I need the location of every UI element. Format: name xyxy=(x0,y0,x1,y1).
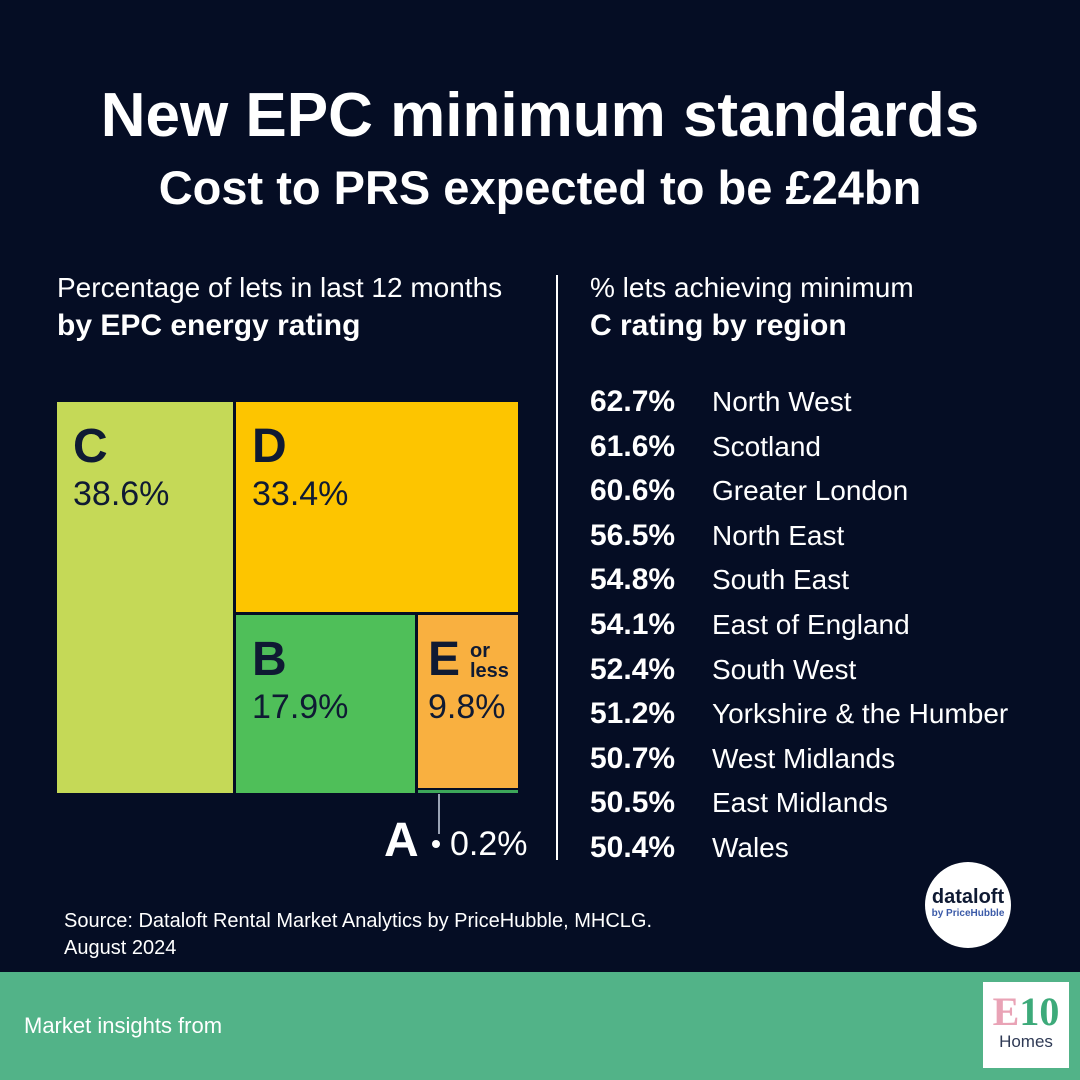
region-row: 50.7% West Midlands xyxy=(590,737,1008,782)
region-value: 62.7% xyxy=(590,385,676,418)
region-row: 61.6% Scotland xyxy=(590,425,1008,470)
treemap-heading: Percentage of lets in last 12 months by … xyxy=(57,270,502,346)
region-heading-line1: % lets achieving minimum xyxy=(590,272,914,303)
treemap-tile-b: B 17.9% xyxy=(236,615,415,793)
region-name: Yorkshire & the Humber xyxy=(712,698,1009,730)
footer-text: Market insights from xyxy=(24,1013,223,1038)
dataloft-logo-name: dataloft xyxy=(931,886,1005,908)
region-row: 54.8% South East xyxy=(590,558,1008,603)
region-name: Wales xyxy=(712,831,789,863)
region-row: 60.6% Greater London xyxy=(590,469,1008,514)
treemap-tile-a xyxy=(418,790,518,793)
treemap-tile-e: E or less 9.8% xyxy=(418,615,518,788)
tile-c-label: C xyxy=(73,420,108,473)
region-value: 50.7% xyxy=(590,741,676,775)
region-row: 51.2% Yorkshire & the Humber xyxy=(590,692,1008,737)
tile-a-value: 0.2% xyxy=(450,825,528,863)
page-title: New EPC minimum standards xyxy=(100,81,980,150)
tile-d-label: D xyxy=(252,420,287,473)
region-row: 62.7% North West xyxy=(590,380,1008,425)
tile-d-value: 33.4% xyxy=(252,475,349,513)
dataloft-logo-byline: by PriceHubble xyxy=(931,908,1005,919)
e10-logo-word: Homes xyxy=(999,1032,1053,1051)
region-list: 62.7% North West 61.6% Scotland 60.6% Greater… xyxy=(590,380,1008,871)
region-name: East Midlands xyxy=(712,787,888,819)
region-value: 50.5% xyxy=(590,786,676,820)
e10-homes-logo: E10 Homes xyxy=(983,982,1069,1068)
tile-e-note: or less xyxy=(470,640,509,682)
region-value: 54.8% xyxy=(590,563,676,597)
region-row: 56.5% North East xyxy=(590,514,1008,559)
region-name: North West xyxy=(712,386,852,417)
tile-a-dot xyxy=(432,840,440,848)
region-value: 51.2% xyxy=(590,697,676,731)
region-value: 54.1% xyxy=(590,607,676,641)
region-heading-line2: C rating by region xyxy=(590,309,847,342)
region-name: Greater London xyxy=(712,475,909,507)
column-divider xyxy=(556,275,558,860)
region-value: 60.6% xyxy=(590,474,676,508)
page-subtitle: Cost to PRS expected to be £24bn xyxy=(158,161,922,214)
source-line2: August 2024 xyxy=(64,937,177,959)
region-name: South East xyxy=(712,564,849,596)
region-row: 54.1% East of England xyxy=(590,603,1008,648)
treemap-tile-d: D 33.4% xyxy=(236,402,518,612)
region-value: 61.6% xyxy=(590,429,676,463)
e10-logo-mark: E10 xyxy=(983,992,1069,1032)
e10-logo-e: E xyxy=(992,989,1020,1034)
footer-bar: Market insights from E10 Homes xyxy=(0,972,1080,1080)
e10-logo-num: 10 xyxy=(1019,989,1060,1034)
region-name: Scotland xyxy=(712,430,821,462)
treemap-heading-line2: by EPC energy rating xyxy=(57,309,361,342)
region-value: 52.4% xyxy=(590,652,676,686)
source-line1: Source: Dataloft Rental Market Analytics… xyxy=(64,910,653,932)
region-row: 50.4% Wales xyxy=(590,826,1008,871)
tile-e-label: E xyxy=(428,633,461,686)
treemap-heading-line1: Percentage of lets in last 12 months xyxy=(57,272,503,303)
region-value: 56.5% xyxy=(590,518,676,552)
tile-b-value: 17.9% xyxy=(252,688,349,726)
region-row: 52.4% South West xyxy=(590,648,1008,693)
region-name: South West xyxy=(712,653,857,685)
dataloft-logo: dataloft by PriceHubble xyxy=(925,862,1011,948)
tile-e-value: 9.8% xyxy=(428,688,506,726)
treemap-tile-c: C 38.6% xyxy=(57,402,233,793)
region-value: 50.4% xyxy=(590,830,676,864)
source-note: Source: Dataloft Rental Market Analytics… xyxy=(64,908,652,962)
tile-c-value: 38.6% xyxy=(73,475,170,513)
region-row: 50.5% East Midlands xyxy=(590,781,1008,826)
region-heading: % lets achieving minimum C rating by reg… xyxy=(590,270,914,346)
tile-b-label: B xyxy=(252,633,287,686)
region-name: East of England xyxy=(712,608,910,640)
tile-a-label: A xyxy=(384,814,419,867)
region-name: West Midlands xyxy=(712,742,896,774)
tile-a-leader-line xyxy=(438,794,440,834)
region-name: North East xyxy=(712,519,845,551)
